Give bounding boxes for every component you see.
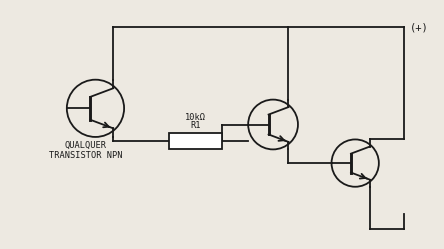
Text: (+): (+) <box>410 22 429 32</box>
Bar <box>169 132 222 149</box>
Text: R1: R1 <box>190 121 201 129</box>
Text: QUALQUER
TRANSISTOR NPN: QUALQUER TRANSISTOR NPN <box>49 141 122 160</box>
Text: 10kΩ: 10kΩ <box>185 113 206 122</box>
